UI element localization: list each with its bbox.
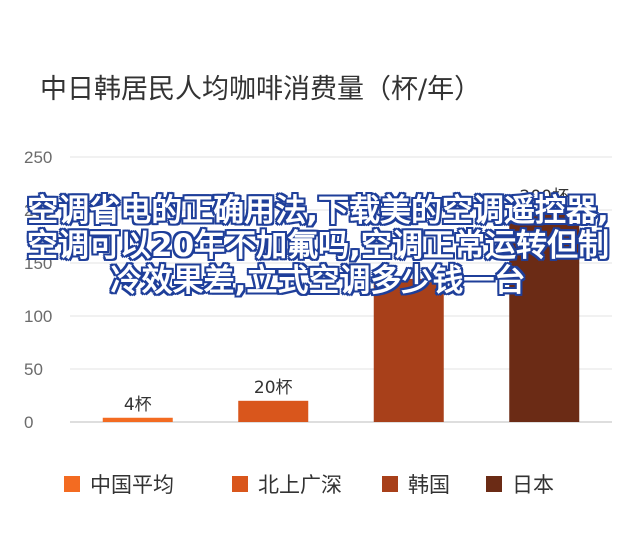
legend-label-3: 韩国 [408, 473, 450, 497]
legend-label-2: 北上广深 [258, 473, 342, 497]
y-axis-ticks: 0 50 100 150 200 250 [24, 148, 52, 432]
data-label-2: 20杯 [254, 378, 293, 398]
data-labels: 4杯 20杯 200杯 [124, 187, 569, 415]
legend-swatch-4 [486, 476, 502, 492]
overlay-banner-text[interactable]: 空调省电的正确用法,下载美的空调遥控器,空调可以20年不加氟吗,空调正常运转但制… [27, 193, 609, 299]
bars [102, 210, 580, 422]
legend-label-1: 中国平均 [90, 473, 174, 497]
y-tick-label: 150 [24, 254, 52, 273]
legend-label-4: 日本 [512, 473, 554, 497]
legend-swatch-2 [232, 476, 248, 492]
data-label-4: 200杯 [520, 187, 569, 207]
y-tick-label: 200 [24, 201, 52, 220]
data-label-1: 4杯 [124, 395, 152, 415]
legend: 中国平均 北上广深 韩国 日本 [64, 473, 554, 497]
legend-swatch-3 [382, 476, 398, 492]
legend-swatch-1 [64, 476, 80, 492]
chart-title: 中日韩居民人均咖啡消费量（杯/年） [40, 74, 481, 105]
bar-1 [102, 417, 173, 422]
y-tick-label: 50 [24, 360, 43, 379]
y-tick-label: 250 [24, 148, 52, 167]
bar-3 [373, 278, 444, 422]
y-tick-label: 100 [24, 307, 52, 326]
bar-2 [238, 400, 309, 422]
y-tick-label: 0 [24, 413, 33, 432]
bar-4 [509, 210, 580, 422]
